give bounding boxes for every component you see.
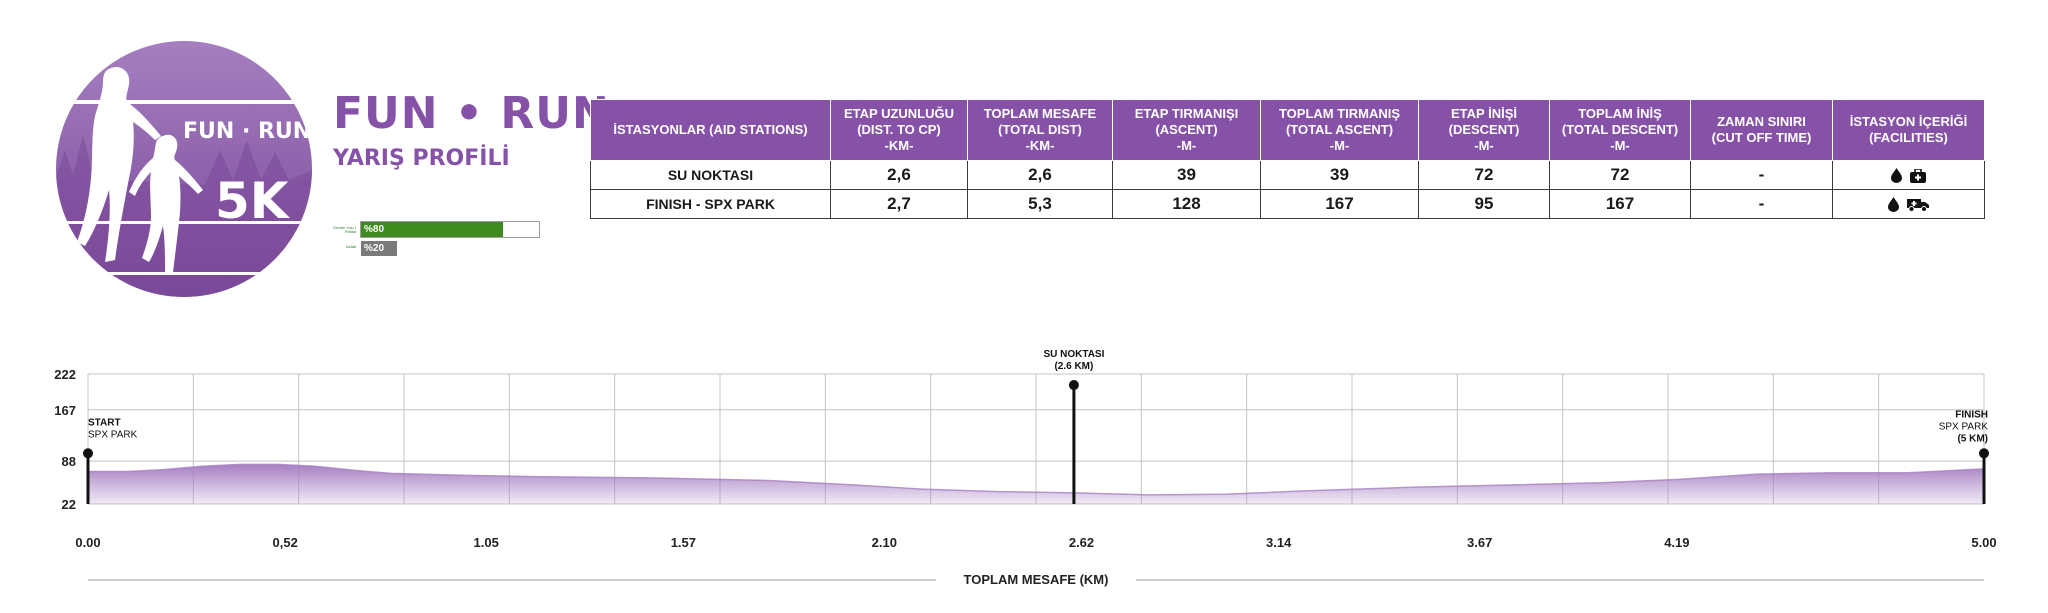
table-header-line: ZAMAN SINIRI bbox=[1717, 114, 1806, 129]
table-cell: 2,7 bbox=[830, 189, 968, 219]
fun-run-logo: FUN · RUN 5K bbox=[55, 40, 313, 298]
table-header-line: (TOTAL ASCENT) bbox=[1285, 122, 1394, 137]
surface-label-trail: Orman Yolu / Patika bbox=[332, 225, 356, 234]
logo-text-5k: 5K bbox=[215, 172, 291, 230]
station-marker bbox=[83, 448, 93, 459]
x-tick-label: 1.57 bbox=[671, 535, 696, 550]
table-header-line: -M- bbox=[1610, 138, 1630, 153]
table-header-line: İSTASYONLAR (AID STATIONS) bbox=[613, 122, 808, 137]
table-header-line: (DESCENT) bbox=[1448, 122, 1520, 137]
table-cell: 2,6 bbox=[830, 160, 968, 190]
x-tick-label: 3.14 bbox=[1266, 535, 1292, 550]
table-cell: - bbox=[1690, 189, 1833, 219]
table-header-line: TOPLAM MESAFE bbox=[983, 106, 1097, 121]
surface-bar-trail: %80 bbox=[360, 221, 540, 238]
table-header-line: ETAP UZUNLUĞU bbox=[843, 106, 955, 121]
station-name-cell: FINISH - SPX PARK bbox=[590, 189, 831, 219]
ambulance-icon bbox=[1903, 194, 1933, 213]
station-marker bbox=[1068, 380, 1079, 391]
facilities-cell bbox=[1832, 189, 1985, 219]
x-tick-label: 3.67 bbox=[1467, 535, 1492, 550]
x-axis-label: TOPLAM MESAFE (KM) bbox=[964, 572, 1109, 587]
elevation-area bbox=[88, 464, 1984, 504]
table-header-cell: ZAMAN SINIRI (CUT OFF TIME) bbox=[1690, 99, 1833, 161]
table-cell: 128 bbox=[1112, 189, 1261, 219]
table-header-line: (FACILITIES) bbox=[1869, 130, 1948, 145]
table-header-cell: ETAP TIRMANIŞI (ASCENT) -M- bbox=[1112, 99, 1261, 161]
table-header-cell: TOPLAM İNİŞ (TOTAL DESCENT) -M- bbox=[1549, 99, 1691, 161]
x-tick-label: 2.62 bbox=[1069, 535, 1094, 550]
x-tick-label: 1.05 bbox=[474, 535, 499, 550]
x-tick-label: 2.10 bbox=[872, 535, 897, 550]
table-header-line: -KM- bbox=[884, 138, 914, 153]
table-header-line: -M- bbox=[1474, 138, 1494, 153]
table-header-line: ETAP İNİŞİ bbox=[1451, 106, 1517, 121]
surface-bar-asphalt: %20 bbox=[360, 240, 540, 257]
table-cell: 72 bbox=[1549, 160, 1691, 190]
table-header-line: (TOTAL DIST) bbox=[998, 122, 1082, 137]
table-header-line: (ASCENT) bbox=[1155, 122, 1218, 137]
station-name-label: START bbox=[88, 417, 121, 428]
table-row: FINISH - SPX PARK 2,7 5,3 128 167 95 167- bbox=[590, 189, 1985, 219]
station-name-label: FINISH bbox=[1955, 409, 1988, 420]
table-header-line: -M- bbox=[1329, 138, 1350, 153]
brand-subtitle: YARIŞ PROFİLİ bbox=[333, 146, 510, 171]
table-header-line: ETAP TIRMANIŞI bbox=[1134, 106, 1239, 121]
table-cell: 2,6 bbox=[967, 160, 1113, 190]
table-header-cell: ETAP İNİŞİ (DESCENT) -M- bbox=[1418, 99, 1550, 161]
x-tick-label: 0,52 bbox=[273, 535, 298, 550]
table-header-line: -M- bbox=[1176, 138, 1197, 153]
station-sub-label: (2.6 KM) bbox=[1054, 361, 1093, 372]
surface-label-asphalt: Asfalt bbox=[345, 244, 356, 249]
table-header-line: (CUT OFF TIME) bbox=[1711, 130, 1812, 145]
table-header-line: (DIST. TO CP) bbox=[857, 122, 941, 137]
x-tick-label: 5.00 bbox=[1971, 535, 1996, 550]
surface-row-asphalt: Asfalt %20 bbox=[332, 240, 540, 257]
elevation-line bbox=[88, 463, 1985, 496]
table-header-line: -KM- bbox=[1025, 138, 1055, 153]
table-cell: 95 bbox=[1418, 189, 1550, 219]
station-name-label: SU NOKTASI bbox=[1043, 349, 1104, 360]
surface-fill-asphalt: %20 bbox=[361, 241, 397, 256]
y-tick-label: 88 bbox=[62, 454, 76, 469]
y-tick-label: 167 bbox=[54, 403, 76, 418]
surface-row-trail: Orman Yolu / Patika %80 bbox=[332, 221, 540, 238]
station-marker bbox=[1979, 448, 1989, 459]
table-cell: 167 bbox=[1549, 189, 1691, 219]
x-tick-label: 4.19 bbox=[1664, 535, 1689, 550]
station-sub2-label: (5 KM) bbox=[1957, 433, 1988, 444]
table-header-line: TOPLAM İNİŞ bbox=[1578, 106, 1662, 121]
table-header-row: İSTASYONLAR (AID STATIONS) ETAP UZUNLUĞU(… bbox=[590, 99, 1985, 161]
station-sub-label: SPX PARK bbox=[88, 429, 138, 440]
table-header-cell: TOPLAM TIRMANIŞ (TOTAL ASCENT) -M- bbox=[1260, 99, 1419, 161]
table-header-line: TOPLAM TIRMANIŞ bbox=[1278, 106, 1401, 121]
logo-text-top: FUN · RUN bbox=[183, 119, 311, 144]
aid-stations-table: İSTASYONLAR (AID STATIONS) ETAP UZUNLUĞU(… bbox=[590, 99, 1985, 219]
surface-fill-trail: %80 bbox=[361, 222, 504, 237]
table-header-line: İSTASYON İÇERİĞİ bbox=[1849, 114, 1968, 129]
table-header-cell: İSTASYONLAR (AID STATIONS) bbox=[590, 99, 831, 161]
first-aid-icon bbox=[1906, 165, 1930, 184]
brand-title: FUN • RUN bbox=[333, 88, 610, 139]
table-header-cell: TOPLAM MESAFE (TOTAL DIST) -KM- bbox=[967, 99, 1113, 161]
table-cell: 72 bbox=[1418, 160, 1550, 190]
table-cell: 39 bbox=[1260, 160, 1419, 190]
table-header-line: (TOTAL DESCENT) bbox=[1561, 122, 1679, 137]
y-tick-label: 222 bbox=[54, 367, 76, 382]
table-cell: 167 bbox=[1260, 189, 1419, 219]
table-cell: 5,3 bbox=[967, 189, 1113, 219]
water-icon bbox=[1887, 165, 1906, 184]
y-tick-label: 22 bbox=[62, 497, 76, 512]
water-icon bbox=[1884, 194, 1903, 213]
station-name-cell: SU NOKTASI bbox=[590, 160, 831, 190]
station-sub-label: SPX PARK bbox=[1939, 421, 1989, 432]
table-cell: 39 bbox=[1112, 160, 1261, 190]
x-tick-label: 0.00 bbox=[75, 535, 100, 550]
